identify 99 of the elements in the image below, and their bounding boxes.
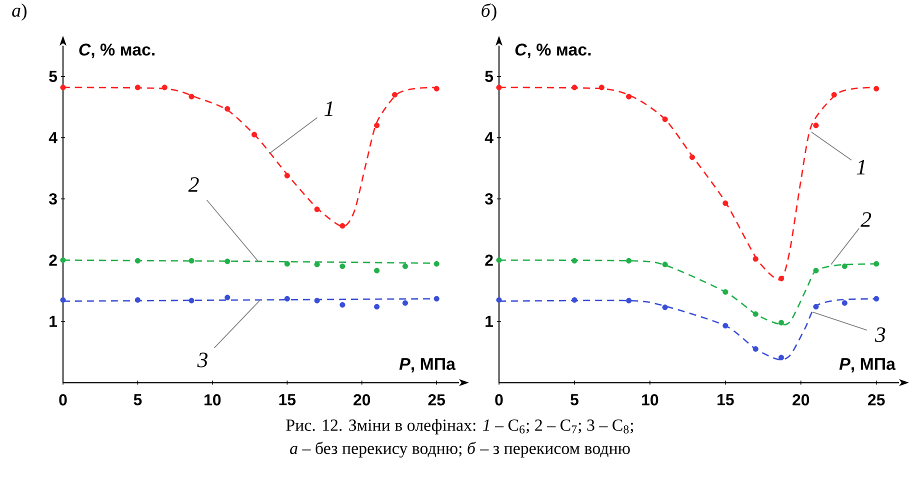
point	[778, 354, 784, 361]
x-axis-title: P, МПа	[399, 358, 456, 373]
point	[434, 296, 440, 302]
point	[778, 276, 784, 282]
x-tick-label: 20	[792, 394, 810, 406]
annotation: 2	[188, 177, 199, 192]
point	[662, 116, 668, 122]
point	[496, 258, 502, 264]
point	[251, 132, 258, 138]
point	[134, 297, 141, 303]
x-tick-label: 10	[204, 394, 221, 406]
y-tick-label: 5	[485, 71, 494, 82]
point	[752, 346, 758, 352]
point	[752, 311, 758, 318]
x-tick-label: 25	[428, 394, 446, 406]
y-tick-label: 5	[49, 71, 58, 82]
x-tick-label: 20	[354, 394, 370, 406]
point	[813, 304, 819, 310]
y-axis-title: C, % мас.	[79, 44, 155, 58]
x-tick-label: 10	[642, 394, 658, 406]
point	[874, 86, 880, 92]
point	[374, 304, 380, 310]
point	[626, 94, 632, 100]
point	[392, 92, 398, 98]
point	[434, 86, 440, 92]
chart-title: б)	[482, 3, 496, 22]
point	[722, 289, 728, 295]
y-tick-label: 4	[48, 132, 58, 144]
point	[284, 173, 290, 179]
point	[224, 258, 230, 264]
point	[722, 323, 728, 329]
point	[662, 304, 668, 310]
x-tick-label: 15	[718, 394, 734, 406]
point	[188, 94, 194, 100]
point	[496, 84, 502, 90]
x-tick-label: 5	[570, 394, 578, 406]
annotation: 1	[856, 160, 865, 175]
point	[572, 297, 578, 303]
annotation: 3	[197, 352, 208, 368]
point	[842, 264, 848, 270]
point	[662, 262, 668, 268]
point	[722, 200, 728, 206]
point	[598, 84, 604, 90]
x-tick-label: 0	[59, 394, 67, 406]
annotation: 2	[860, 212, 872, 227]
chart-title: а)	[12, 4, 26, 21]
point	[188, 298, 194, 304]
point	[134, 258, 141, 264]
point	[284, 296, 290, 302]
point	[813, 268, 819, 274]
point	[314, 298, 320, 304]
point	[496, 297, 502, 303]
x-tick-label: 15	[279, 394, 296, 406]
y-tick-label: 3	[484, 193, 493, 205]
point	[831, 92, 837, 98]
point	[60, 258, 66, 264]
x-tick-label: 25	[868, 394, 885, 406]
point	[340, 264, 346, 270]
point	[374, 122, 380, 128]
point	[162, 84, 168, 90]
point	[224, 106, 230, 112]
point	[434, 261, 440, 267]
y-tick-label: 2	[485, 254, 493, 266]
point	[340, 302, 346, 308]
point	[626, 258, 632, 264]
y-tick-label: 3	[48, 193, 57, 205]
x-tick-label: 0	[495, 394, 503, 406]
point	[188, 258, 194, 264]
point	[60, 297, 66, 303]
x-tick-label: 5	[134, 394, 142, 406]
annotation: 1	[324, 102, 332, 116]
point	[374, 268, 380, 274]
point	[314, 206, 320, 212]
point	[874, 296, 880, 302]
x-axis-title: P, МПа	[839, 358, 896, 373]
point	[813, 122, 819, 128]
y-tick-label: 1	[50, 316, 58, 328]
point	[402, 264, 408, 270]
y-axis-title: C, % мас.	[515, 44, 591, 58]
point	[874, 261, 880, 267]
point	[224, 294, 230, 300]
point	[572, 258, 578, 264]
y-tick-label: 1	[486, 316, 494, 328]
point	[626, 298, 632, 304]
text: а – без перекису водню; б – з перекисом водню	[290, 442, 630, 458]
point	[842, 300, 848, 306]
annotation: 3	[874, 328, 886, 342]
point	[778, 320, 784, 326]
y-tick-label: 2	[49, 254, 57, 266]
point	[689, 154, 696, 160]
point	[60, 84, 66, 90]
point	[402, 300, 408, 306]
point	[340, 223, 346, 229]
point	[572, 84, 578, 90]
text: Рис. 12. Зміни в олефінах: 1 – C$_{6}$; 2 – C$_{7}$; 3 – C$_{8}$;	[286, 419, 634, 435]
point	[134, 84, 141, 90]
y-tick-label: 4	[484, 132, 494, 144]
point	[284, 261, 290, 267]
point	[752, 256, 758, 262]
